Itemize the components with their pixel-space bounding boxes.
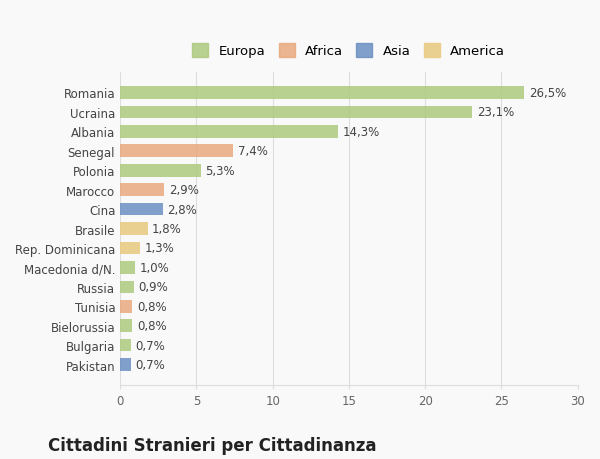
Text: 23,1%: 23,1% [477,106,514,119]
Text: 0,8%: 0,8% [137,319,167,332]
Bar [120,145,233,158]
Bar [120,242,140,255]
Text: 2,9%: 2,9% [169,184,199,197]
Text: 0,8%: 0,8% [137,300,167,313]
Bar [120,320,133,332]
Bar [120,184,164,196]
Text: 14,3%: 14,3% [343,125,380,139]
Legend: Europa, Africa, Asia, America: Europa, Africa, Asia, America [187,39,511,63]
Text: 26,5%: 26,5% [529,87,566,100]
Bar [120,262,136,274]
Text: 1,3%: 1,3% [145,242,174,255]
Text: 1,8%: 1,8% [152,223,182,235]
Text: 5,3%: 5,3% [206,164,235,177]
Bar [120,126,338,138]
Bar [120,106,472,119]
Text: Cittadini Stranieri per Cittadinanza: Cittadini Stranieri per Cittadinanza [48,436,377,454]
Text: 7,4%: 7,4% [238,145,268,158]
Bar [120,358,131,371]
Text: 2,8%: 2,8% [167,203,197,216]
Bar [120,281,134,293]
Bar [120,223,148,235]
Text: 0,9%: 0,9% [139,281,168,294]
Bar [120,300,133,313]
Bar [120,339,131,352]
Text: 0,7%: 0,7% [136,358,165,371]
Bar [120,87,524,100]
Bar [120,164,201,177]
Bar [120,203,163,216]
Text: 1,0%: 1,0% [140,261,170,274]
Text: 0,7%: 0,7% [136,339,165,352]
